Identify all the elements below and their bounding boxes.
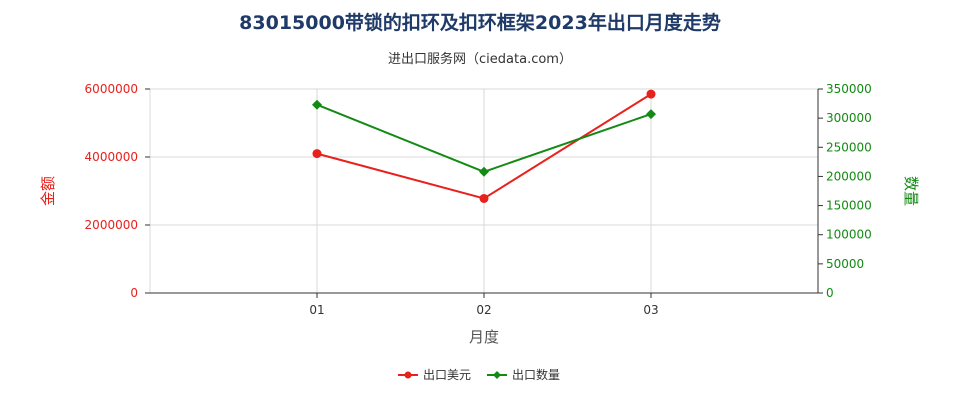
y-axis-left-label: 金额 (39, 176, 57, 206)
data-point-marker[interactable] (646, 109, 656, 120)
data-point-marker[interactable] (312, 149, 322, 159)
series-group (312, 89, 656, 203)
x-tick-label: 01 (309, 303, 324, 317)
data-point-marker[interactable] (479, 193, 489, 203)
y-right-tick-label: 50000 (826, 257, 864, 271)
data-point-marker[interactable] (646, 89, 656, 99)
y-axis-right-label: 数量 (902, 176, 920, 206)
grid-lines (149, 88, 819, 294)
data-point-marker[interactable] (312, 99, 322, 110)
legend-swatch-marker (493, 371, 501, 379)
y-right-tick-label: 150000 (826, 199, 872, 213)
y-right-tick-label: 200000 (826, 169, 872, 183)
y-right-tick-label: 300000 (826, 111, 872, 125)
chart-title: 83015000带锁的扣环及扣环框架2023年出口月度走势 (239, 12, 721, 34)
y-right-tick-label: 0 (826, 286, 834, 300)
y-right-tick-label: 100000 (826, 228, 872, 242)
y-left-tick-label: 6000000 (85, 82, 138, 96)
legend-swatch-marker (404, 371, 412, 379)
legend-item-label[interactable]: 出口美元 (423, 368, 471, 382)
x-tick-label: 02 (476, 303, 491, 317)
x-axis-label: 月度 (469, 328, 499, 346)
chart-subtitle: 进出口服务网（ciedata.com） (388, 52, 572, 67)
data-point-marker[interactable] (479, 166, 489, 177)
legend[interactable]: 出口美元 出口数量 (398, 367, 560, 382)
tick-labels: 0 2000000 4000000 6000000 0 50000 100000 150000… (85, 82, 872, 317)
y-right-tick-label: 250000 (826, 140, 872, 154)
x-tick-label: 03 (643, 303, 658, 317)
y-left-tick-label: 2000000 (85, 218, 138, 232)
y-right-tick-label: 350000 (826, 82, 872, 96)
y-left-tick-label: 0 (130, 286, 138, 300)
y-left-tick-label: 4000000 (85, 150, 138, 164)
legend-item-label[interactable]: 出口数量 (512, 367, 560, 382)
